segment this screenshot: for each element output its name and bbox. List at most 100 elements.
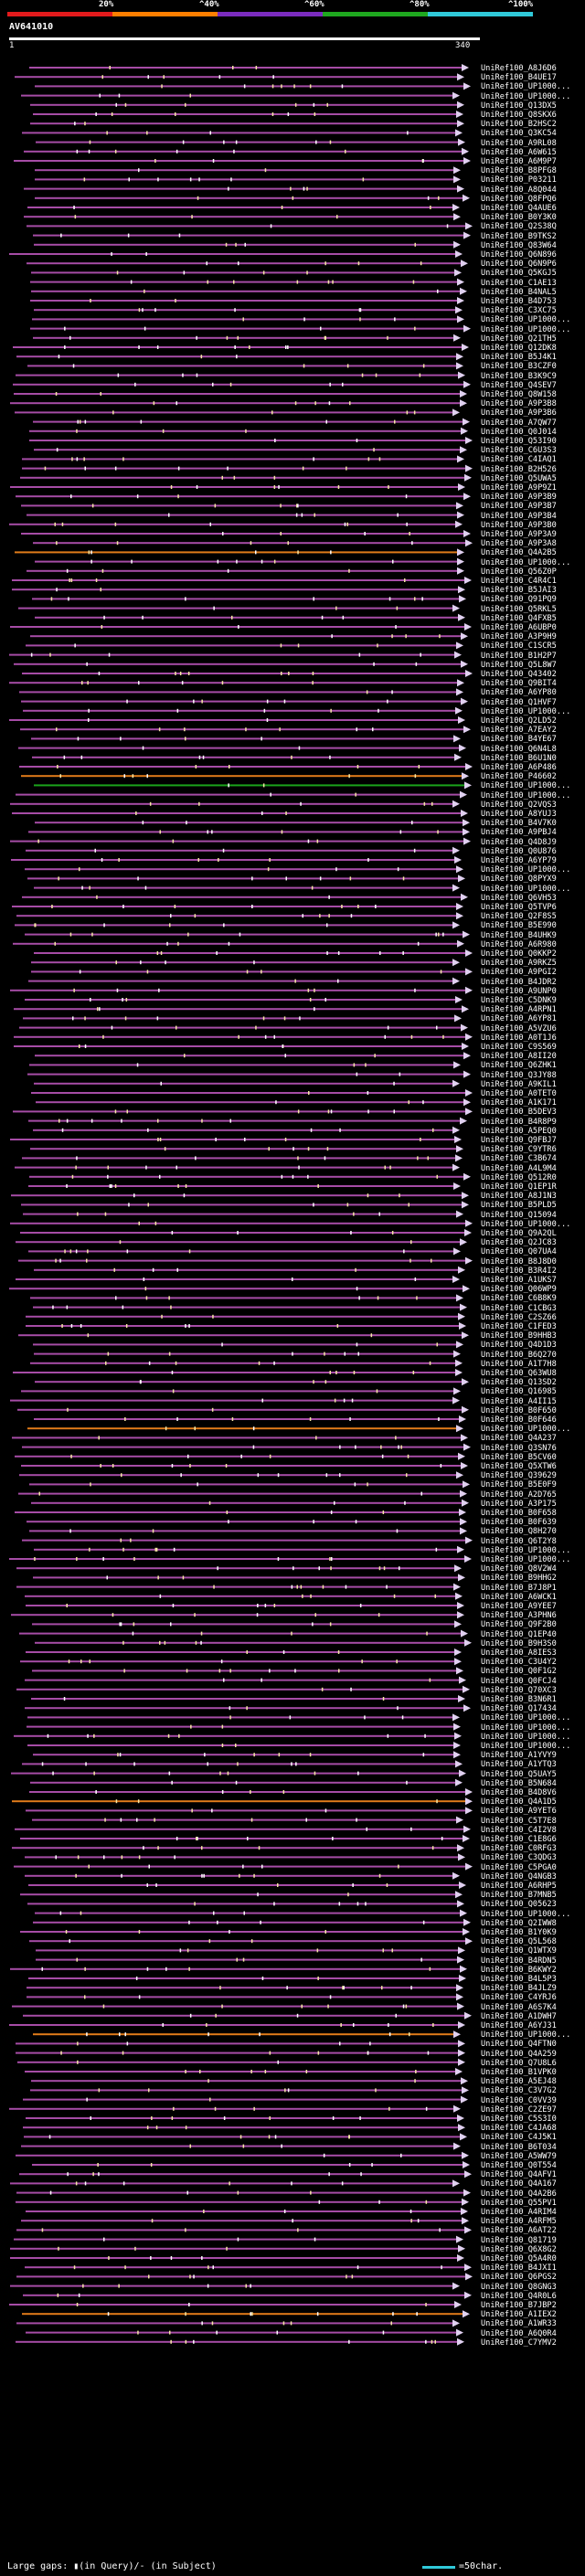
hit-label[interactable]: UniRef100_Q9F2B0 (481, 1620, 557, 1630)
hit-label[interactable]: UniRef100_Q8V2W4 (481, 1564, 557, 1574)
hit-label[interactable]: UniRef100_A1UKS7 (481, 1276, 557, 1285)
hit-label[interactable]: UniRef100_C4JA68 (481, 2124, 557, 2134)
hit-label[interactable]: UniRef100_Q13SD2 (481, 1378, 557, 1388)
hit-label[interactable]: UniRef100_A1DWH7 (481, 2011, 557, 2021)
hit-label[interactable]: UniRef100_Q39629 (481, 1471, 557, 1481)
hit-label[interactable]: UniRef100_C6B8K9 (481, 1294, 557, 1304)
hit-label[interactable]: UniRef100_UP1000... (481, 91, 571, 101)
hit-label[interactable]: UniRef100_B6T034 (481, 2142, 557, 2152)
hit-label[interactable]: UniRef100_A4RFM5 (481, 2217, 557, 2227)
hit-label[interactable]: UniRef100_Q8SKX6 (481, 111, 557, 120)
hit-label[interactable]: UniRef100_B3R4I2 (481, 1266, 557, 1276)
hit-label[interactable]: UniRef100_Q15094 (481, 1210, 557, 1220)
hit-label[interactable]: UniRef100_Q17434 (481, 1704, 557, 1714)
hit-label[interactable]: UniRef100_Q5A4R0 (481, 2254, 557, 2263)
hit-label[interactable]: UniRef100_Q6X8G2 (481, 2244, 557, 2254)
hit-label[interactable]: UniRef100_A3P175 (481, 1499, 557, 1509)
hit-label[interactable]: UniRef100_Q2F8S5 (481, 912, 557, 922)
hit-label[interactable]: UniRef100_UP1000... (481, 781, 571, 791)
hit-label[interactable]: UniRef100_Q9A2QL (481, 1229, 557, 1238)
hit-label[interactable]: UniRef100_C5T7E8 (481, 1816, 557, 1826)
hit-label[interactable]: UniRef100_A6Q0R4 (481, 2328, 557, 2338)
hit-label[interactable]: UniRef100_B6U1N0 (481, 753, 557, 763)
hit-label[interactable]: UniRef100_C1SCR5 (481, 641, 557, 652)
hit-label[interactable]: UniRef100_B5DEV3 (481, 1108, 557, 1118)
hit-label[interactable]: UniRef100_Q2S38Q (481, 222, 557, 232)
hit-label[interactable]: UniRef100_A9KIL1 (481, 1079, 557, 1089)
hit-label[interactable]: UniRef100_A2D765 (481, 1489, 557, 1500)
hit-label[interactable]: UniRef100_B6KWY2 (481, 1965, 557, 1975)
hit-label[interactable]: UniRef100_Q3JY88 (481, 1070, 557, 1080)
hit-label[interactable]: UniRef100_UP1000... (481, 1425, 571, 1435)
hit-label[interactable]: UniRef100_Q3SN76 (481, 1443, 557, 1453)
hit-label[interactable]: UniRef100_A8IES3 (481, 1648, 557, 1658)
hit-label[interactable]: UniRef100_UP1000... (481, 1723, 571, 1733)
hit-label[interactable]: UniRef100_A9PBJ4 (481, 828, 557, 838)
hit-label[interactable]: UniRef100_B5E0F9 (481, 1480, 557, 1490)
hit-label[interactable]: UniRef100_Q4A2B6 (481, 2189, 557, 2199)
hit-label[interactable]: UniRef100_A6YP80 (481, 688, 557, 698)
hit-label[interactable]: UniRef100_C5PGA0 (481, 1862, 557, 1872)
hit-label[interactable]: UniRef100_C6U3S3 (481, 446, 557, 456)
hit-label[interactable]: UniRef100_A6AT22 (481, 2226, 557, 2236)
hit-label[interactable]: UniRef100_B1Y0K9 (481, 1928, 557, 1937)
hit-label[interactable]: UniRef100_A9P9Z1 (481, 483, 557, 493)
hit-label[interactable]: UniRef100_Q5UWA5 (481, 473, 557, 483)
hit-label[interactable]: UniRef100_Q91PQ9 (481, 595, 557, 605)
hit-label[interactable]: UniRef100_Q8GNG3 (481, 2282, 557, 2292)
hit-label[interactable]: UniRef100_C4J5K1 (481, 2133, 557, 2143)
hit-label[interactable]: UniRef100_Q9FBJ7 (481, 1136, 557, 1145)
hit-label[interactable]: UniRef100_Q6PGS2 (481, 2273, 557, 2283)
hit-label[interactable]: UniRef100_Q55PV1 (481, 2198, 557, 2208)
hit-label[interactable]: UniRef100_B8PFG8 (481, 166, 557, 176)
hit-label[interactable]: UniRef100_Q4A259 (481, 2049, 557, 2059)
hit-label[interactable]: UniRef100_Q5L568 (481, 1937, 557, 1947)
hit-label[interactable]: UniRef100_B4UHK9 (481, 930, 557, 940)
hit-label[interactable]: UniRef100_B7J8P1 (481, 1583, 557, 1593)
hit-label[interactable]: UniRef100_Q21TH5 (481, 334, 557, 344)
hit-label[interactable]: UniRef100_C2ZE97 (481, 2104, 557, 2115)
hit-label[interactable]: UniRef100_B5JAI3 (481, 586, 557, 596)
hit-label[interactable]: UniRef100_Q70XC3 (481, 1685, 557, 1695)
hit-label[interactable]: UniRef100_Q4FXB5 (481, 613, 557, 623)
hit-label[interactable]: UniRef100_Q56Z0P (481, 567, 557, 577)
hit-label[interactable]: UniRef100_C3V7G2 (481, 2086, 557, 2096)
hit-label[interactable]: UniRef100_A0TET0 (481, 1089, 557, 1098)
hit-label[interactable]: UniRef100_A1IEX2 (481, 2310, 557, 2320)
hit-label[interactable]: UniRef100_C5DNK9 (481, 996, 557, 1005)
hit-label[interactable]: UniRef100_B3N6R1 (481, 1695, 557, 1704)
hit-label[interactable]: UniRef100_A6S7K4 (481, 2002, 557, 2012)
hit-label[interactable]: UniRef100_Q5TVP6 (481, 903, 557, 912)
hit-label[interactable]: UniRef100_Q4D1D3 (481, 1341, 557, 1351)
hit-label[interactable]: UniRef100_A6R980 (481, 939, 557, 949)
hit-label[interactable]: UniRef100_A4RPN1 (481, 1005, 557, 1015)
hit-label[interactable]: UniRef100_Q0FCJ4 (481, 1676, 557, 1686)
hit-label[interactable]: UniRef100_Q4NGB3 (481, 1871, 557, 1882)
hit-label[interactable]: UniRef100_A9P3A8 (481, 539, 557, 549)
hit-label[interactable]: UniRef100_B4JDR2 (481, 977, 557, 987)
hit-label[interactable]: UniRef100_UP1000... (481, 1545, 571, 1555)
hit-label[interactable]: UniRef100_C1CBG3 (481, 1303, 557, 1313)
hit-label[interactable]: UniRef100_A1YVY9 (481, 1751, 557, 1761)
hit-label[interactable]: UniRef100_Q05623 (481, 1900, 557, 1910)
hit-label[interactable]: UniRef100_A6WCK1 (481, 1592, 557, 1602)
hit-label[interactable]: UniRef100_A9RL08 (481, 138, 557, 148)
hit-label[interactable]: UniRef100_Q5RKL5 (481, 604, 557, 614)
hit-label[interactable]: UniRef100_C4I2V8 (481, 1825, 557, 1835)
hit-label[interactable]: UniRef100_Q0F1G2 (481, 1667, 557, 1677)
hit-label[interactable]: UniRef100_Q4A2B5 (481, 548, 557, 558)
hit-label[interactable]: UniRef100_A6M9P7 (481, 157, 557, 166)
hit-label[interactable]: UniRef100_B4YE67 (481, 735, 557, 745)
hit-label[interactable]: UniRef100_B0F639 (481, 1518, 557, 1528)
hit-label[interactable]: UniRef100_B3K9C9 (481, 371, 557, 381)
hit-label[interactable]: UniRef100_A9P3B9 (481, 493, 557, 503)
hit-label[interactable]: UniRef100_Q6N4L8 (481, 744, 557, 754)
hit-label[interactable]: UniRef100_A1WR33 (481, 2319, 557, 2329)
hit-label[interactable]: UniRef100_A8YUJ3 (481, 810, 557, 819)
hit-label[interactable]: UniRef100_Q9BIT4 (481, 679, 557, 689)
hit-label[interactable]: UniRef100_UP1000... (481, 1219, 571, 1229)
hit-label[interactable]: UniRef100_B0F658 (481, 1509, 557, 1518)
hit-label[interactable]: UniRef100_A4L9M4 (481, 1163, 557, 1173)
hit-label[interactable]: UniRef100_B7MNB5 (481, 1891, 557, 1901)
hit-label[interactable]: UniRef100_B9H3S0 (481, 1638, 557, 1648)
